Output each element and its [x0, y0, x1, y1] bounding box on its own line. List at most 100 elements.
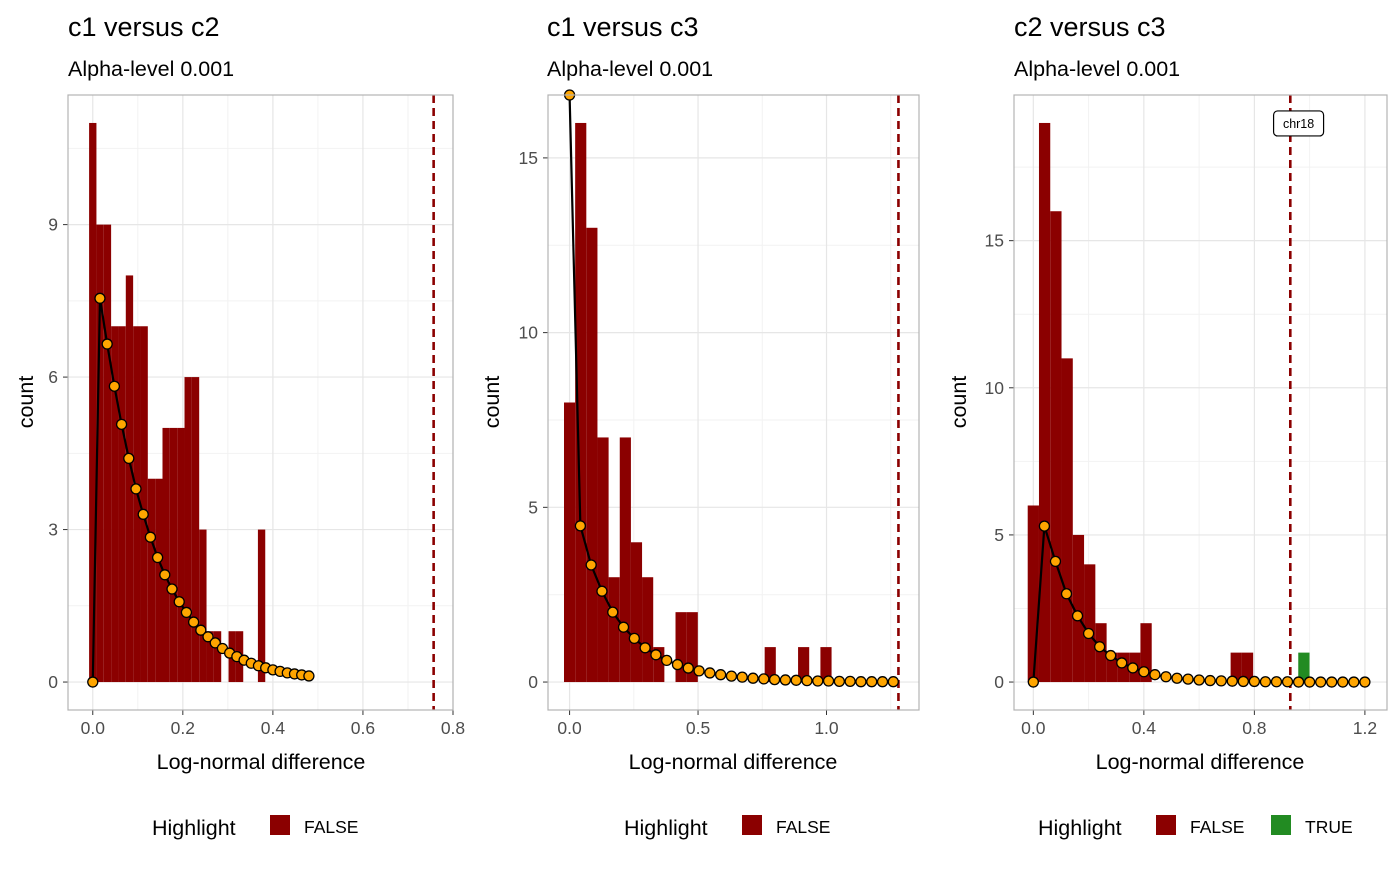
facet-2-curve-point: [671, 658, 684, 671]
facet-3-bar: [1106, 652, 1118, 683]
facet-2-curve-point: [682, 662, 694, 674]
facet-3-bar: [1050, 211, 1062, 683]
facet-2-curve-point: [812, 675, 824, 687]
facet-2-y-tick-label: 0: [528, 672, 538, 692]
facet-2-bar: [586, 227, 598, 683]
facet-1-bar: [103, 224, 112, 683]
facet-2-curve-point: [833, 675, 846, 687]
facet-3-curve-point: [1215, 675, 1227, 687]
facet-3-curve-point: [1149, 669, 1161, 681]
facet-3-curve-point: [1116, 657, 1128, 669]
facet-3-curve-point: [1094, 641, 1106, 653]
facet-3-legend-swatch-false: [1156, 815, 1176, 835]
facet-1-bar: [147, 478, 156, 683]
facet-3-x-axis-label: Log-normal difference: [1096, 750, 1305, 774]
facet-3-curve-point: [1171, 672, 1183, 684]
facet-2-curve-point: [876, 676, 889, 688]
facet-1-x-tick-label: 0.0: [81, 718, 106, 738]
facet-2-x-tick-label: 1.0: [814, 718, 839, 738]
facet-1-curve-point: [202, 631, 214, 643]
facet-2-curve-point: [736, 671, 748, 683]
facet-1-bar: [89, 122, 97, 683]
facet-1-curve-point: [123, 452, 135, 465]
facet-3-curve-point: [1038, 520, 1051, 532]
facet-3-curve-point: [1049, 555, 1062, 568]
facet-1-panel-border: [67, 94, 454, 711]
facet-2-title: c1 versus c3: [547, 12, 699, 42]
facet-1-curve-point: [87, 676, 99, 688]
facet-3-title: c2 versus c3: [1014, 12, 1166, 42]
facet-1-curve-point: [303, 670, 315, 682]
facet-2-bar: [675, 612, 687, 683]
facet-2-y-tick-label: 5: [528, 497, 538, 517]
facet-1-bar: [162, 427, 170, 683]
facet-1-curve-point: [144, 531, 157, 543]
facet-3-curve-point: [1082, 627, 1095, 640]
facet-2-curve-point: [639, 642, 651, 654]
facet-1-bar: [199, 529, 207, 683]
facet-3-plot: 0.0 0.4 0.8 1.2 0 5 10 15 chr18: [985, 94, 1388, 738]
facet-3-curve-point: [1326, 676, 1338, 688]
facet-1-curve-point: [94, 292, 106, 304]
facet-1-bar: [257, 529, 266, 683]
facet-2-curve-point: [725, 670, 738, 682]
facet-3-curve-point: [1348, 676, 1360, 688]
facet-3-curve-point: [1193, 674, 1205, 686]
facet-3-y-tick-label: 5: [994, 525, 1004, 545]
facet-3-curve-point: [1270, 676, 1283, 688]
facet-3-bar: [1095, 623, 1107, 683]
facet-3-y-axis-label: count: [947, 376, 971, 429]
facet-3-subtitle: Alpha-level 0.001: [1014, 57, 1180, 81]
facet-1-x-tick-label: 0.8: [441, 718, 465, 738]
facet-3-curve-point: [1027, 676, 1039, 688]
facet-1-x-tick-label: 0.2: [171, 718, 195, 738]
facet-3-y-tick-label: 0: [994, 672, 1004, 692]
facet-1-bar: [96, 224, 104, 683]
facet-2-panel-border: [547, 94, 920, 711]
facet-3-bar: [1230, 652, 1242, 683]
facet-2-curve-point: [596, 585, 608, 597]
facet-1-bar: [133, 326, 141, 683]
facet-1: c1 versus c2 Alpha-level 0.001 0.0 0.2 0.4…: [14, 12, 465, 840]
facet-2-curve-point: [747, 672, 759, 684]
facet-3-curve-point: [1237, 675, 1249, 688]
facet-2: c1 versus c3 Alpha-level 0.001 0.0 0.5 1.0…: [480, 12, 920, 840]
facet-1-curve-point: [187, 616, 200, 628]
facet-2-curve-point: [650, 649, 662, 661]
facet-1-bar: [191, 377, 200, 683]
facet-3-curve-point: [1138, 666, 1150, 678]
facet-2-x-axis-label: Log-normal difference: [629, 750, 838, 774]
facet-1-plot: 0.0 0.2 0.4 0.6 0.8 0 3 6 9: [48, 94, 465, 738]
facet-1-curve-point: [151, 551, 164, 564]
facet-1-curve-point: [166, 583, 178, 595]
facet-2-bar: [686, 612, 698, 683]
facet-2-curve-point: [801, 674, 813, 687]
facet-1-legend-title: Highlight: [152, 816, 236, 840]
facet-3-legend-swatch-true: [1271, 815, 1291, 835]
facet-1-y-tick-label: 9: [48, 215, 58, 235]
facet-1-curve-point: [115, 418, 128, 431]
facet-1-bar: [177, 427, 185, 683]
facet-2-bar: [653, 647, 665, 683]
facet-1-x-tick-label: 0.4: [261, 718, 286, 738]
facet-1-y-tick-label: 0: [48, 672, 58, 692]
facet-3-curve-point: [1127, 662, 1139, 674]
facet-2-plot: 0.0 0.5 1.0 0 5 10 15: [519, 89, 920, 738]
facet-2-curve-point: [661, 654, 673, 667]
facet-3-curve-point: [1292, 676, 1305, 688]
facet-1-bar: [184, 377, 192, 683]
facet-3-curve-point: [1204, 674, 1216, 687]
facet-2-y-tick-label: 15: [519, 148, 538, 168]
facet-1-y-axis-label: count: [14, 376, 38, 429]
facet-3-bar: [1072, 534, 1085, 683]
facet-3-legend: Highlight FALSE TRUE: [1038, 815, 1353, 840]
facet-3-curve-point: [1060, 588, 1073, 600]
facet-1-legend-swatch-false: [270, 815, 290, 835]
facet-2-curve-point: [693, 665, 705, 677]
facet-1-bar: [206, 631, 214, 683]
facet-3-x-tick-label: 1.2: [1353, 718, 1377, 738]
facet-2-bar: [630, 542, 643, 683]
facet-1-bar: [140, 326, 148, 683]
